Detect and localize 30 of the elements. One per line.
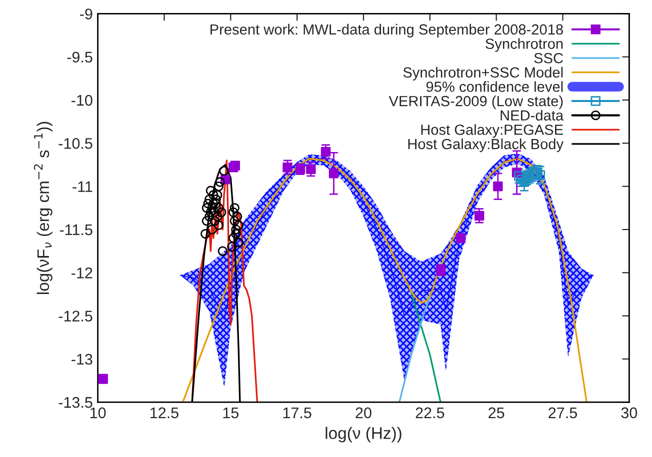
y-tick-label: -9 <box>80 8 92 20</box>
legend-label: VERITAS-2009 (Low state) <box>388 96 563 110</box>
x-tick-label: 10 <box>90 407 106 418</box>
x-axis-title: log(ν (Hz)) <box>326 426 402 442</box>
y-tick-label: -13.5 <box>58 397 92 408</box>
y-tick-label: -13 <box>72 354 92 365</box>
y-tick-label: -10 <box>72 94 92 106</box>
legend-label: 95% confidence level <box>426 81 563 92</box>
legend-label: NED-data <box>500 110 564 121</box>
x-tick-label: 30 <box>621 407 638 418</box>
x-tick-label: 20 <box>356 407 372 418</box>
x-tick-label: 27.5 <box>548 407 577 418</box>
legend-label: Synchrotron+SSC Model <box>403 66 563 80</box>
legend-label: SSC <box>534 52 563 64</box>
y-axis-title: log(νF$_{ν}$ (erg cm$^{−2}$ s$^{−1}$)) <box>34 122 52 294</box>
x-tick-label: 12.5 <box>150 407 178 418</box>
legend-label: Host Galaxy:Black Body <box>408 138 564 152</box>
y-tick-label: -10.5 <box>58 138 92 149</box>
x-tick-label: 15 <box>223 408 238 418</box>
legend-label: Host Galaxy:PEGASE <box>421 124 563 138</box>
x-tick-label: 25 <box>488 407 504 418</box>
x-tick-label: 22.5 <box>416 407 444 418</box>
legend-label: Present work: MWL-data during September 2008-2018 <box>210 24 563 38</box>
y-tick-label: -11.5 <box>60 224 92 236</box>
y-tick-label: -12 <box>72 268 92 278</box>
y-tick-label: -9.5 <box>67 52 92 63</box>
y-tick-label: -11 <box>72 181 92 192</box>
legend-label: Synchrotron <box>486 38 563 52</box>
y-tick-label: -12.5 <box>58 310 92 322</box>
x-tick-label: 17.5 <box>283 408 312 418</box>
